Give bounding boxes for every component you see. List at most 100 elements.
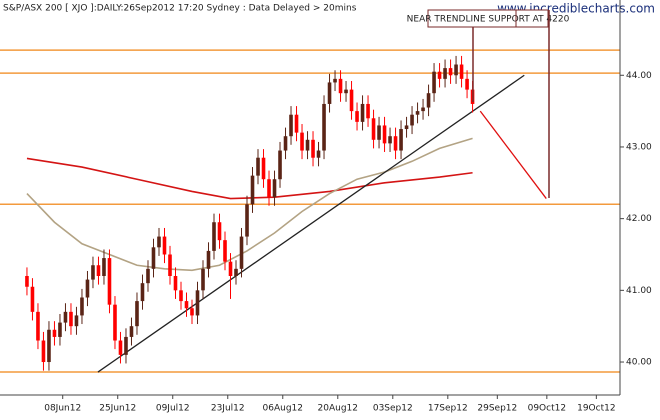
annotation-box xyxy=(427,9,549,28)
candle-body xyxy=(278,150,282,180)
candle-body xyxy=(47,329,51,363)
annotation: NEAR TRENDLINE SUPPORT AT 4220 xyxy=(407,15,570,25)
y-tick-label: 42.00 xyxy=(626,214,652,224)
candle-body xyxy=(267,179,271,198)
candle-body xyxy=(69,311,73,327)
candle-body xyxy=(443,68,447,79)
overlay-line xyxy=(26,137,473,272)
candle-body xyxy=(173,275,178,291)
candle-body xyxy=(355,111,359,122)
overlay-line xyxy=(97,74,525,373)
candle-body xyxy=(80,297,84,316)
overlay-line xyxy=(479,110,547,199)
candle-body xyxy=(393,136,398,151)
candle-body xyxy=(124,336,128,355)
candle-body xyxy=(404,125,409,130)
candle-body xyxy=(96,265,101,276)
candle-body xyxy=(63,311,68,323)
candle-body xyxy=(118,340,123,355)
candle-body xyxy=(382,125,387,144)
x-tick-label: 29Sep12 xyxy=(477,404,517,414)
candle-body xyxy=(157,236,161,248)
candle-body xyxy=(151,247,156,269)
candle-body xyxy=(195,290,200,316)
candle-body xyxy=(58,322,62,337)
y-tick-label: 41.00 xyxy=(626,286,652,296)
candle-body xyxy=(261,157,266,180)
candle-body xyxy=(272,179,277,198)
x-tick-label: 09Oct12 xyxy=(528,404,566,414)
candle-body xyxy=(349,89,354,112)
candle-body xyxy=(322,103,326,151)
candle-body xyxy=(85,279,90,298)
y-tick-label: 40.00 xyxy=(626,358,652,368)
x-tick-label: 03Sep12 xyxy=(373,404,413,414)
candle-body xyxy=(371,118,376,140)
candle-body xyxy=(239,236,244,269)
candle-body xyxy=(421,107,425,112)
candle-body xyxy=(190,308,194,316)
candle-body xyxy=(245,204,249,237)
candle-body xyxy=(327,82,332,104)
candle-body xyxy=(168,254,172,276)
candle-body xyxy=(426,93,431,108)
candle-body xyxy=(41,340,46,363)
candle-body xyxy=(36,311,40,341)
candle-body xyxy=(283,136,288,151)
candle-body xyxy=(454,64,458,76)
candle-body xyxy=(107,258,112,305)
candle-body xyxy=(162,236,167,255)
candle-body xyxy=(234,268,238,276)
x-tick-label: 08Jun12 xyxy=(44,404,81,414)
x-tick-label: 19Oct12 xyxy=(577,404,615,414)
plot-area xyxy=(0,49,620,373)
x-tick-label: 17Sep12 xyxy=(428,404,468,414)
candle-body xyxy=(25,275,29,287)
y-tick-label: 44.00 xyxy=(626,71,652,81)
candle-body xyxy=(52,329,57,337)
candle-body xyxy=(184,301,189,309)
y-tick-label: 43.00 xyxy=(626,142,652,152)
candle-body xyxy=(228,261,233,276)
candle-body xyxy=(399,129,403,151)
candle-body xyxy=(465,78,469,90)
candle-body xyxy=(91,265,95,280)
candle-body xyxy=(135,301,139,327)
candle-body xyxy=(388,136,392,144)
x-tick-label: 23Jul12 xyxy=(211,404,245,414)
candle-body xyxy=(311,139,315,158)
candle-body xyxy=(102,258,106,276)
candle-body xyxy=(360,103,365,122)
candle-body xyxy=(410,114,414,126)
candle-body xyxy=(338,78,343,94)
candle-body xyxy=(256,157,260,176)
candle-body xyxy=(316,150,321,158)
candle-body xyxy=(113,304,117,341)
x-tick-label: 09Jul12 xyxy=(156,404,190,414)
x-tick-label: 20Aug12 xyxy=(318,404,358,414)
candle-body xyxy=(459,64,464,79)
candle-body xyxy=(179,290,183,302)
candle-body xyxy=(437,71,442,79)
candle-body xyxy=(377,125,381,140)
candle-body xyxy=(448,68,453,76)
candle-body xyxy=(30,286,35,312)
chart-title: S&P/ASX 200 [ XJO ]:DAILY:26Sep2012 17:2… xyxy=(3,4,357,14)
candle-body xyxy=(289,114,293,137)
candle-body xyxy=(294,114,299,133)
candle-body xyxy=(140,283,145,302)
candle-body xyxy=(432,71,436,94)
candle-body xyxy=(333,78,337,83)
candle-body xyxy=(250,175,255,205)
candle-body xyxy=(344,89,348,94)
candle-body xyxy=(212,222,216,251)
candle-body xyxy=(146,268,150,284)
candle-body xyxy=(300,132,304,151)
candle-body xyxy=(223,240,227,262)
candle-body xyxy=(201,268,205,291)
x-tick-label: 06Aug12 xyxy=(263,404,303,414)
candle-body xyxy=(366,103,370,119)
candle-body xyxy=(217,222,222,241)
